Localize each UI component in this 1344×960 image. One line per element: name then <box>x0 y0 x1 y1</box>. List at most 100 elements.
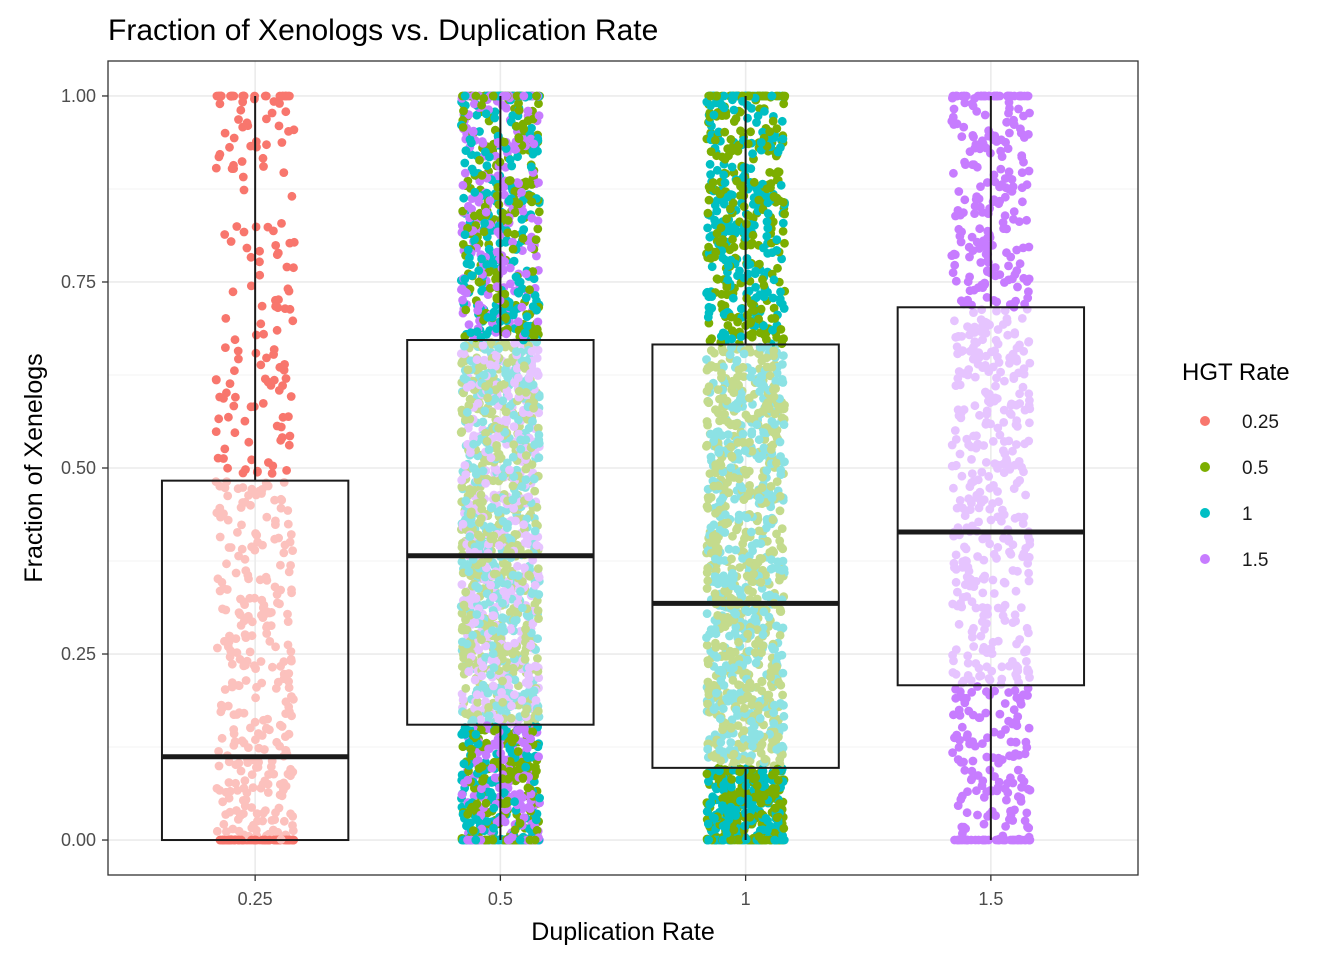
data-point <box>481 382 490 391</box>
data-point <box>748 546 757 556</box>
data-point <box>462 625 472 635</box>
data-point <box>744 414 754 423</box>
data-point <box>748 149 757 159</box>
data-point <box>468 127 478 137</box>
data-point <box>233 346 243 356</box>
data-point <box>284 412 293 421</box>
data-point <box>704 302 714 312</box>
data-point <box>289 263 298 273</box>
data-point <box>775 631 785 640</box>
data-point <box>754 435 764 445</box>
data-point <box>775 491 785 501</box>
data-point <box>518 234 528 243</box>
data-point <box>704 382 714 392</box>
data-point <box>239 185 249 195</box>
data-point <box>257 595 267 605</box>
data-point <box>711 542 721 551</box>
data-point <box>727 554 736 564</box>
data-point <box>706 101 716 110</box>
data-point <box>285 537 295 547</box>
data-point <box>284 677 293 686</box>
data-point <box>486 670 495 680</box>
data-point <box>283 640 293 650</box>
data-point <box>777 566 787 575</box>
data-point <box>257 301 267 311</box>
data-point <box>714 448 724 457</box>
data-point <box>527 197 537 207</box>
data-point <box>288 546 297 555</box>
data-point <box>727 775 736 784</box>
data-point <box>736 304 746 314</box>
data-point <box>220 444 230 454</box>
data-point <box>721 819 731 829</box>
data-point <box>287 191 297 201</box>
data-point <box>470 617 480 627</box>
data-point <box>762 231 772 241</box>
data-point <box>524 423 534 433</box>
data-point <box>509 504 519 513</box>
data-point <box>726 738 736 747</box>
data-point <box>262 622 271 632</box>
data-point <box>528 380 538 390</box>
data-point <box>734 365 744 375</box>
data-point <box>486 360 495 370</box>
data-point <box>286 771 295 781</box>
data-point <box>708 792 718 802</box>
data-point <box>488 611 498 621</box>
data-point <box>233 528 242 537</box>
data-point <box>232 222 242 231</box>
data-point <box>220 128 230 138</box>
data-point <box>486 503 496 513</box>
data-point <box>243 570 253 580</box>
data-point <box>229 133 239 143</box>
data-point <box>509 410 519 420</box>
data-point <box>729 749 739 759</box>
data-point <box>457 475 467 485</box>
data-point <box>227 682 237 692</box>
data-point <box>493 507 503 517</box>
data-point <box>276 503 286 513</box>
data-point <box>464 401 474 410</box>
data-point <box>532 662 541 672</box>
data-point <box>745 812 755 822</box>
data-point <box>463 365 473 375</box>
data-point <box>267 108 277 118</box>
data-point <box>211 375 221 385</box>
data-point <box>535 793 544 803</box>
data-point <box>775 437 785 447</box>
data-point <box>756 539 766 548</box>
data-point <box>513 561 522 571</box>
data-point <box>225 652 235 662</box>
data-point <box>212 826 222 836</box>
data-point <box>711 460 721 469</box>
data-point <box>237 520 246 530</box>
data-point <box>463 245 473 255</box>
data-point <box>284 729 294 739</box>
data-point <box>497 264 507 273</box>
data-point <box>247 631 257 641</box>
data-point <box>283 617 293 626</box>
data-point <box>525 835 535 845</box>
data-point <box>751 282 760 292</box>
data-point <box>499 626 509 636</box>
data-point <box>216 91 226 101</box>
data-point <box>767 555 776 564</box>
data-point <box>710 813 719 823</box>
data-point <box>769 351 778 361</box>
data-point <box>732 356 742 365</box>
data-point <box>763 398 773 407</box>
data-point <box>211 427 221 436</box>
data-point <box>703 576 713 586</box>
data-point <box>528 416 537 426</box>
data-point <box>509 306 519 316</box>
data-point <box>238 796 248 805</box>
data-point <box>284 567 294 577</box>
data-point <box>529 474 539 484</box>
data-point <box>223 515 233 525</box>
data-point <box>767 642 777 652</box>
data-point <box>503 520 512 529</box>
data-point <box>518 603 527 613</box>
data-point <box>289 694 298 704</box>
data-point <box>466 744 476 754</box>
data-point <box>712 274 722 284</box>
